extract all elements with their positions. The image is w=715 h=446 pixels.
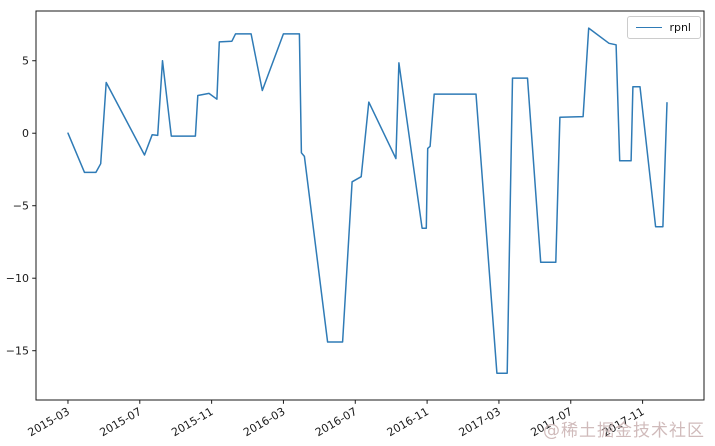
x-tick-label: 2016-11 — [385, 405, 431, 439]
y-tick-label: −10 — [6, 272, 29, 285]
x-tick-label: 2016-03 — [241, 405, 287, 439]
plot-border — [35, 10, 705, 401]
legend-label: rpnl — [669, 21, 691, 34]
x-tick-label: 2017-03 — [457, 405, 503, 439]
legend: rpnl — [627, 16, 701, 39]
x-tick-label: 2015-11 — [169, 405, 215, 439]
y-tick-label: 0 — [22, 127, 29, 140]
legend-line-sample-icon — [636, 27, 663, 28]
x-tick-label: 2017-11 — [600, 405, 646, 439]
y-tick-label: 5 — [22, 55, 29, 68]
series-line-rpnl — [67, 27, 668, 374]
y-tick-label: −15 — [6, 345, 29, 358]
x-tick-label: 2017-07 — [528, 405, 574, 439]
x-tick-label: 2016-07 — [313, 405, 359, 439]
x-tick-label: 2015-07 — [97, 405, 143, 439]
x-tick-label: 2015-03 — [26, 405, 72, 439]
y-tick-label: −5 — [13, 200, 29, 213]
